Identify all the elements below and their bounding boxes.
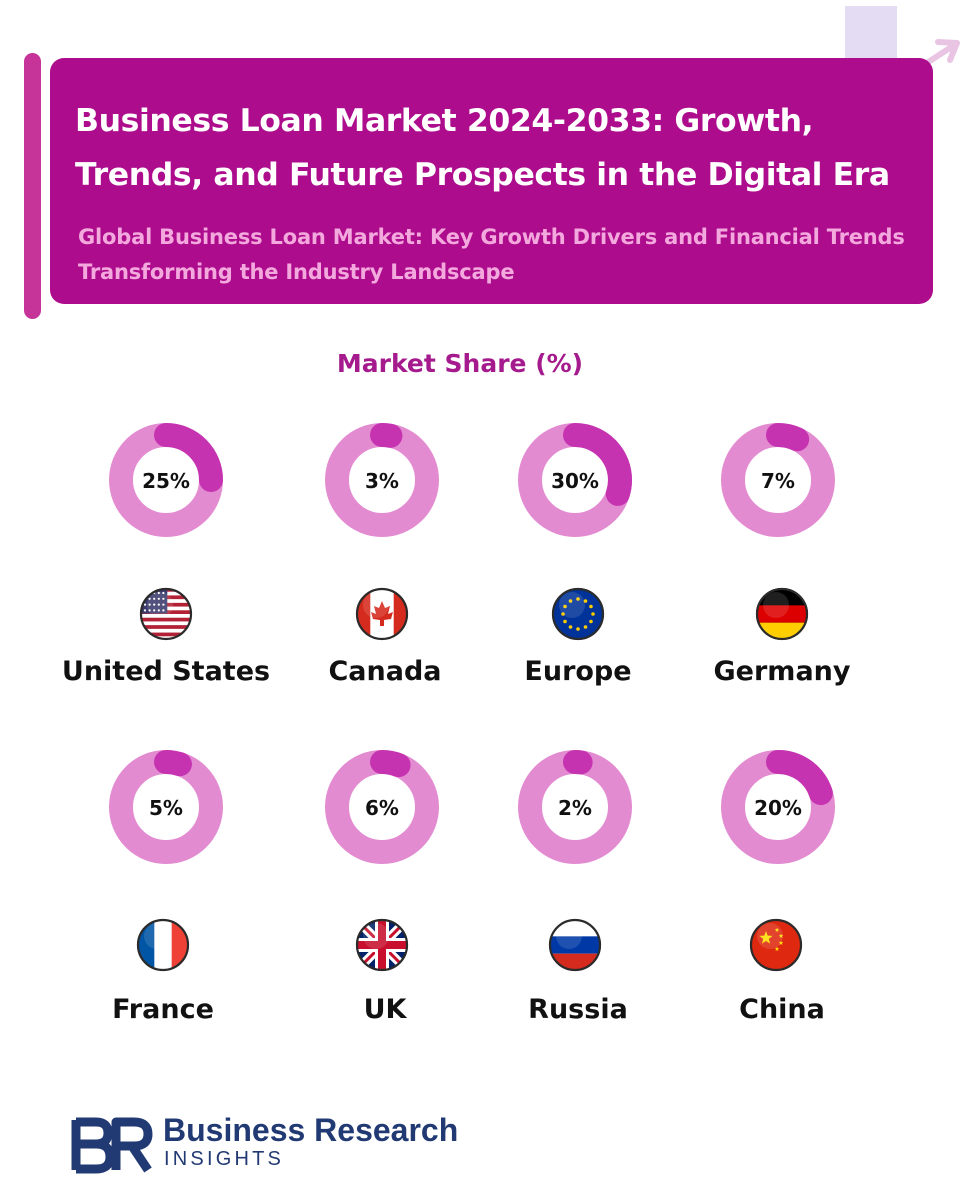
donut-value-arc-germany — [766, 423, 810, 452]
accent-side-bar — [24, 53, 41, 319]
donut-value-label-europe: 30% — [551, 469, 599, 493]
donut-value-label-uk: 6% — [365, 796, 399, 820]
brand-logo: Business Research INSIGHTS — [70, 1110, 470, 1176]
category-label-canada: Canada — [328, 656, 441, 687]
donut-value-label-russia: 2% — [558, 796, 592, 820]
donut-value-label-germany: 7% — [761, 469, 795, 493]
donut-value-label-united-states: 25% — [142, 469, 190, 493]
category-label-germany: Germany — [714, 656, 851, 687]
flag-rim — [551, 587, 605, 641]
donut-value-label-canada: 3% — [365, 469, 399, 493]
donut-value-arc-france — [154, 749, 192, 777]
flag-rim — [136, 918, 190, 972]
donut-value-arc-canada — [370, 423, 403, 448]
category-label-united-states: United States — [62, 656, 270, 687]
category-label-europe: Europe — [524, 656, 631, 687]
category-label-china: China — [739, 994, 825, 1025]
donut-value-arc-china — [766, 750, 833, 806]
page-subtitle: Global Business Loan Market: Key Growth … — [78, 225, 905, 284]
category-label-uk: UK — [364, 994, 408, 1025]
decorative-square — [845, 6, 897, 62]
flag-rim — [749, 918, 803, 972]
page-title: Business Loan Market 2024-2033: Growth, … — [75, 103, 890, 193]
brand-name: Business Research — [163, 1112, 459, 1148]
flag-rim — [355, 918, 409, 972]
flag-rim — [139, 587, 193, 641]
chart-title: Market Share (%) — [336, 349, 584, 378]
flag-rim — [755, 587, 809, 641]
donut-value-arc-united-states — [154, 423, 223, 492]
flag-rim — [355, 587, 409, 641]
donut-value-arc-europe — [563, 423, 632, 506]
category-label-france: France — [112, 994, 214, 1025]
flag-rim — [548, 918, 602, 972]
category-label-russia: Russia — [528, 994, 628, 1025]
donut-value-arc-uk — [370, 750, 411, 778]
donut-value-label-france: 5% — [149, 796, 183, 820]
brand-subtitle: INSIGHTS — [164, 1148, 285, 1170]
header-banner: Business Loan Market 2024-2033: Growth, … — [50, 58, 933, 304]
brand-logo-mark-icon — [71, 1117, 153, 1174]
donut-value-label-china: 20% — [754, 796, 802, 820]
